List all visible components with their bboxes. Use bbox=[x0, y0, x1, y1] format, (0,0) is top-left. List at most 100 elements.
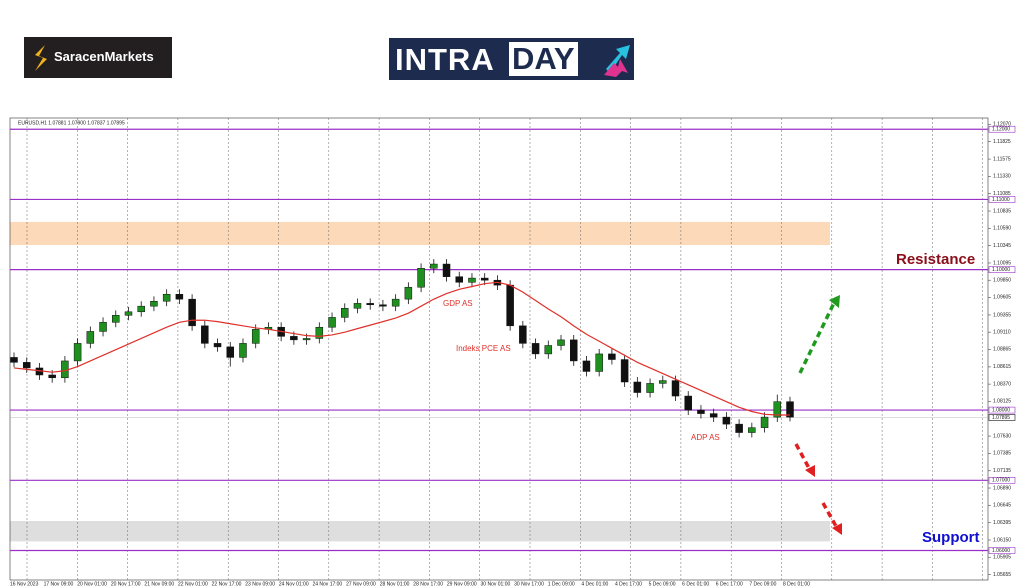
candle-body bbox=[10, 357, 18, 363]
candle-body bbox=[455, 276, 463, 283]
y-tick-label: 1.06395 bbox=[993, 520, 1011, 526]
candle-body bbox=[302, 338, 311, 341]
candle-body bbox=[341, 308, 349, 318]
price-box bbox=[988, 414, 1016, 421]
candle-body bbox=[379, 304, 387, 307]
candle-body bbox=[659, 380, 667, 384]
candle-body bbox=[506, 284, 514, 327]
y-tick-label: 1.07630 bbox=[993, 433, 1011, 439]
banner-right: DAY bbox=[509, 42, 578, 76]
chart-header: EURUSD,H1 1.07881 1.07900 1.07837 1.0789… bbox=[18, 120, 125, 126]
x-tick-label: 27 Nov 09:00 bbox=[346, 581, 376, 587]
banner-icon bbox=[604, 45, 630, 77]
x-tick-label: 24 Nov 01:00 bbox=[279, 581, 309, 587]
annotation: ADP AS bbox=[691, 433, 720, 442]
logo-text: SaracenMarkets bbox=[54, 49, 154, 64]
candle-body bbox=[188, 298, 196, 327]
x-tick-label: 28 Nov 17:00 bbox=[413, 581, 443, 587]
candle-body bbox=[86, 331, 95, 344]
candle-body bbox=[315, 326, 324, 339]
plot-frame bbox=[9, 117, 989, 581]
banner-left: INTRA bbox=[395, 42, 495, 77]
candle-body bbox=[239, 343, 247, 358]
candle-body bbox=[328, 317, 336, 328]
logo: SaracenMarkets bbox=[24, 37, 172, 78]
candle-body bbox=[442, 263, 451, 277]
x-tick-label: 8 Dec 01:00 bbox=[783, 581, 810, 587]
candle-body bbox=[519, 325, 527, 344]
level-box bbox=[988, 196, 1016, 203]
candle-body bbox=[773, 401, 782, 418]
candle-body bbox=[582, 360, 591, 372]
candle-body bbox=[760, 416, 769, 428]
candle-body bbox=[251, 329, 260, 344]
arrow-down bbox=[821, 502, 839, 529]
y-tick-label: 1.09110 bbox=[993, 329, 1011, 335]
y-tick-label: 1.11330 bbox=[993, 174, 1011, 180]
resistance-label: Resistance bbox=[896, 251, 975, 268]
candle-body bbox=[124, 311, 133, 316]
level-box bbox=[988, 476, 1016, 484]
candle-body bbox=[366, 303, 374, 306]
candle-body bbox=[595, 353, 603, 372]
y-tick-label: 1.10590 bbox=[993, 226, 1011, 232]
annotation: Indeks PCE AS bbox=[456, 344, 511, 353]
y-tick-label: 1.06890 bbox=[993, 485, 1011, 491]
arrow-down bbox=[794, 443, 812, 471]
y-tick-label: 1.11825 bbox=[993, 139, 1011, 145]
x-tick-label: 20 Nov 17:00 bbox=[111, 581, 141, 587]
y-tick-label: 1.11085 bbox=[993, 191, 1011, 197]
candle-body bbox=[569, 339, 578, 362]
y-tick-label: 1.07135 bbox=[993, 468, 1011, 474]
candle-body bbox=[150, 301, 158, 307]
x-tick-label: 5 Dec 09:00 bbox=[649, 581, 676, 587]
level-label: 1.08000 bbox=[992, 407, 1010, 413]
candle-body bbox=[748, 427, 756, 433]
level-box bbox=[988, 266, 1016, 273]
level-label: 1.07000 bbox=[992, 478, 1010, 484]
x-tick-label: 28 Nov 01:00 bbox=[380, 581, 410, 587]
annotation: GDP AS bbox=[443, 299, 473, 308]
arrow-head bbox=[829, 295, 840, 308]
y-tick-label: 1.10835 bbox=[993, 208, 1011, 214]
y-tick-label: 1.09605 bbox=[993, 295, 1011, 301]
y-tick-label: 1.10345 bbox=[993, 243, 1011, 249]
candle-body bbox=[73, 343, 82, 362]
logo-icon bbox=[35, 45, 47, 71]
candle-body bbox=[608, 353, 616, 360]
candle-body bbox=[697, 409, 705, 414]
candle-body bbox=[99, 322, 107, 332]
y-tick-label: 1.09355 bbox=[993, 312, 1011, 318]
x-tick-label: 29 Nov 09:00 bbox=[447, 581, 477, 587]
y-tick-label: 1.08615 bbox=[993, 364, 1011, 370]
level-label: 1.06000 bbox=[992, 548, 1010, 554]
y-tick-label: 1.11575 bbox=[993, 156, 1011, 162]
candle-body bbox=[709, 413, 718, 418]
x-tick-label: 4 Dec 01:00 bbox=[581, 581, 608, 587]
x-tick-label: 17 Nov 09:00 bbox=[44, 581, 74, 587]
arrow-up bbox=[798, 302, 836, 374]
candle-body bbox=[417, 268, 425, 288]
x-tick-label: 24 Nov 17:00 bbox=[312, 581, 342, 587]
arrow-head bbox=[832, 523, 842, 535]
y-tick-label: 1.05655 bbox=[993, 572, 1011, 578]
candle-body bbox=[468, 277, 476, 283]
y-tick-label: 1.08865 bbox=[993, 347, 1011, 353]
moving-average bbox=[13, 281, 790, 416]
zone bbox=[10, 521, 830, 542]
candle-body bbox=[290, 336, 298, 341]
candle-body bbox=[722, 416, 731, 425]
y-tick-label: 1.07385 bbox=[993, 451, 1011, 457]
candle-body bbox=[786, 401, 794, 418]
x-tick-label: 6 Dec 01:00 bbox=[682, 581, 709, 587]
arrow-head bbox=[805, 465, 815, 477]
support-label: Support bbox=[922, 529, 980, 546]
y-tick-label: 1.06645 bbox=[993, 503, 1011, 509]
candle-body bbox=[480, 277, 489, 281]
banner: INTRA DAY bbox=[389, 38, 634, 80]
x-tick-label: 16 Nov 2023 bbox=[10, 581, 39, 587]
candle-body bbox=[430, 263, 438, 269]
candle-body bbox=[620, 359, 629, 383]
candle-body bbox=[48, 374, 56, 379]
